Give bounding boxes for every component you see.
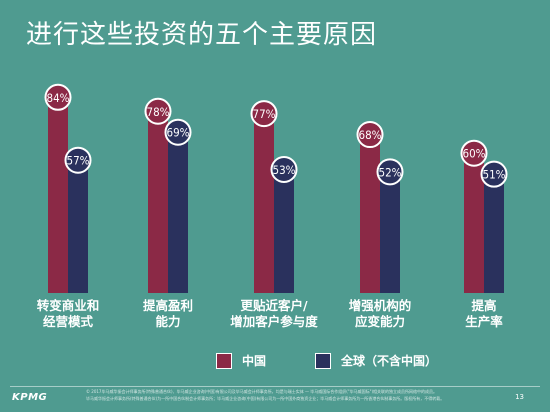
value-bubble-china-4 [460, 139, 488, 167]
category-label-line: 增加客户参与度 [230, 314, 318, 329]
value-label-china-2: 77% [253, 107, 276, 121]
value-label-global-1: 69% [167, 126, 190, 140]
bar-global-2 [274, 169, 294, 293]
legend-label-china: 中国 [242, 354, 267, 368]
legend-swatch-china [216, 352, 232, 369]
page-number: 13 [515, 393, 524, 401]
bar-global-0 [68, 160, 88, 293]
bar-global-1 [168, 132, 188, 293]
bar-global-3 [380, 171, 400, 293]
bar-china-1 [148, 111, 168, 293]
value-bubble-china-3 [356, 121, 384, 149]
category-label-line: 生产率 [465, 314, 503, 329]
category-label-3: 增强机构的 应变能力 [325, 298, 435, 330]
value-bubble-global-1 [164, 118, 192, 146]
value-bubble-china-1 [144, 97, 172, 125]
legend-label-global: 全球（不含中国） [341, 354, 438, 368]
bar-china-0 [48, 97, 68, 293]
value-bubble-global-3 [376, 158, 404, 186]
category-label-2: 更贴近客户/增加客户参与度 [219, 298, 329, 330]
value-label-global-2: 53% [273, 163, 296, 177]
value-label-china-1: 78% [147, 105, 170, 119]
legend-item-global: 全球（不含中国） [315, 352, 437, 369]
value-label-global-0: 57% [67, 154, 90, 168]
category-label-line: 增强机构的 [348, 298, 412, 313]
bar-global-4 [484, 174, 504, 293]
bar-china-3 [360, 134, 380, 293]
bar-china-2 [254, 113, 274, 293]
value-label-china-4: 60% [463, 147, 486, 161]
value-label-china-3: 68% [359, 128, 382, 142]
category-label-4: 提高 生产率 [429, 298, 539, 330]
value-bubble-global-2 [270, 156, 298, 184]
category-label-line: 提高 [471, 298, 497, 313]
value-bubble-global-0 [64, 146, 92, 174]
legend-swatch-global [315, 352, 331, 369]
value-label-china-0: 84% [47, 91, 70, 105]
disclaimer-line-2: 毕马威华振会计师事务所(特殊普通合伙)为一所中国合伙制会计师事务所；毕马威企业咨… [86, 396, 445, 401]
bar-china-4 [464, 153, 484, 293]
category-label-line: 经营模式 [42, 314, 93, 329]
value-label-global-4: 51% [483, 168, 506, 182]
category-label-line: 能力 [155, 314, 181, 329]
page-title: 进行这些投资的五个主要原因 [26, 20, 378, 50]
category-label-line: 提高盈利 [142, 298, 193, 313]
category-label-line: 更贴近客户/ [240, 298, 308, 313]
category-label-1: 提高盈利 能力 [113, 298, 223, 330]
legend-item-china: 中国 [216, 352, 266, 369]
value-bubble-china-0 [44, 83, 72, 111]
value-bubble-global-4 [480, 160, 508, 188]
disclaimer-line-1: © 2017毕马威华振会计师事务所(特殊普通合伙)、毕马威企业咨询(中国)有限公… [86, 389, 438, 394]
value-label-global-3: 52% [379, 165, 402, 179]
kpmg-logo: KPMG [12, 392, 48, 403]
value-bubble-china-2 [250, 100, 278, 128]
category-label-line: 应变能力 [354, 314, 405, 329]
category-label-0: 转变商业和 经营模式 [13, 298, 123, 330]
category-label-line: 转变商业和 [36, 298, 100, 313]
footer-divider [10, 386, 540, 387]
